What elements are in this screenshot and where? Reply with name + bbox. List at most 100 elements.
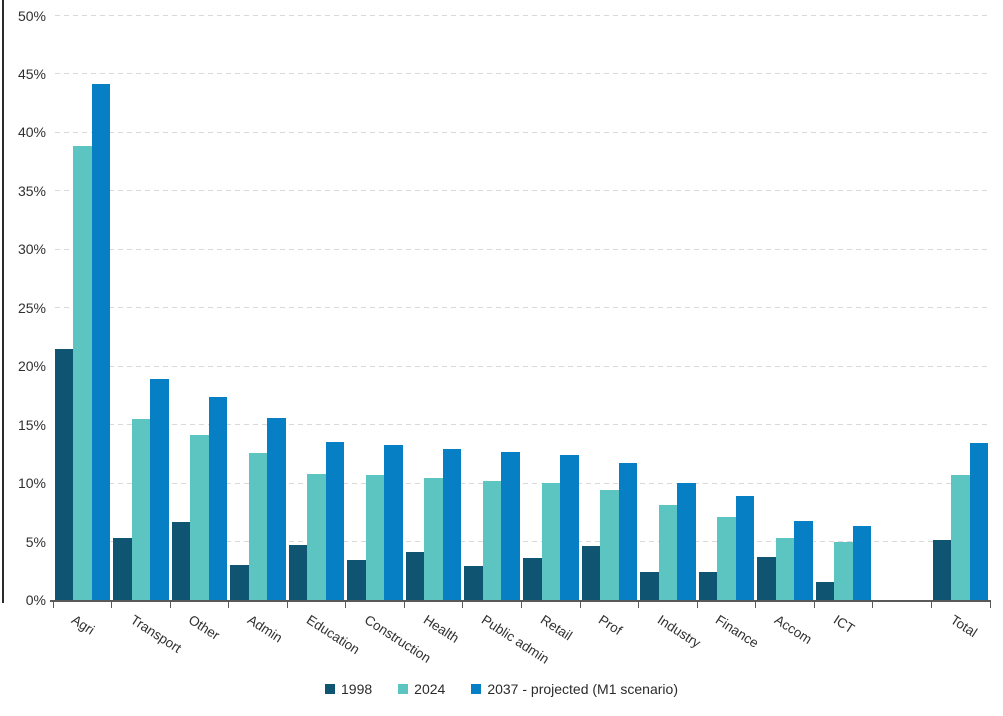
legend-item-1998: 1998: [325, 681, 372, 697]
bar-2024-accom: [775, 538, 795, 600]
bar-1998-accom: [757, 556, 776, 600]
y-tick-label-45: 45%: [17, 65, 46, 82]
bar-2024-prof: [600, 490, 619, 600]
x-category-label-transport: Transport: [127, 612, 184, 656]
bar-1998-industry: [640, 571, 659, 600]
bar-2037-other: [208, 396, 228, 600]
bar-2024-agri: [73, 146, 92, 600]
x-category-label-retail: Retail: [537, 612, 575, 644]
bar-2037-agri: [91, 84, 111, 600]
y-tick-label-15: 15%: [17, 416, 46, 433]
gridline-15: [55, 424, 990, 426]
x-category-label-total: Total: [947, 612, 980, 641]
bar-2037-finance: [735, 495, 755, 600]
bar-2037-education: [325, 442, 345, 600]
x-category-label-finance: Finance: [713, 612, 762, 651]
bar-1998-prof: [581, 546, 601, 600]
legend-swatch-icon: [471, 684, 482, 694]
y-tick-label-30: 30%: [17, 241, 46, 258]
gridline-5: [55, 541, 990, 543]
bar-1998-education: [288, 545, 308, 600]
x-tick-mark-6: [403, 602, 405, 608]
bar-1998-total: [932, 540, 952, 600]
bar-1998-ict: [815, 582, 835, 600]
x-tick-mark-5: [345, 602, 347, 608]
x-category-label-accom: Accom: [771, 612, 815, 648]
x-category-label-admin: Admin: [244, 612, 286, 646]
y-tick-label-35: 35%: [17, 182, 46, 199]
bar-2037-public-admin: [501, 451, 520, 600]
x-category-label-other: Other: [186, 612, 223, 643]
bar-2037-accom: [794, 520, 813, 600]
gridline-10: [55, 482, 990, 484]
gridline-35: [55, 190, 990, 192]
legend-item-2037: 2037 - projected (M1 scenario): [471, 681, 678, 697]
gridline-50: [55, 15, 990, 16]
y-tick-label-0: 0%: [25, 592, 46, 608]
y-tick-label-10: 10%: [17, 475, 46, 492]
y-tick-label-50: 50%: [17, 7, 46, 24]
legend-item-2024: 2024: [398, 681, 445, 697]
bar-1998-agri: [54, 348, 74, 600]
x-category-label-ict: ICT: [830, 612, 857, 637]
y-tick-label-25: 25%: [17, 299, 46, 316]
gridline-20: [55, 365, 990, 367]
bar-1998-other: [171, 521, 191, 600]
x-tick-mark-1: [111, 602, 113, 608]
x-category-label-health: Health: [420, 612, 462, 646]
bar-2024-total: [951, 474, 970, 600]
legend: 1998 2024 2037 - projected (M1 scenario): [0, 681, 1003, 697]
x-tick-mark-12: [755, 602, 757, 608]
legend-label: 2024: [414, 681, 446, 697]
bar-1998-retail: [523, 557, 542, 600]
gridline-45: [55, 73, 990, 75]
bar-1998-admin: [230, 564, 249, 600]
bar-2037-construction: [384, 444, 403, 600]
bar-2024-public-admin: [482, 480, 502, 600]
bar-2037-ict: [852, 526, 872, 600]
gridline-25: [55, 307, 990, 309]
bar-1998-finance: [698, 571, 718, 600]
bar-2024-retail: [541, 483, 561, 600]
bar-1998-public-admin: [464, 566, 483, 600]
bar-2037-total: [969, 443, 989, 600]
bar-1998-health: [405, 552, 425, 600]
bar-2024-industry: [658, 505, 678, 600]
x-tick-mark-3: [228, 602, 230, 608]
x-tick-mark-10: [638, 602, 640, 608]
bar-2024-transport: [131, 418, 151, 600]
bar-2037-prof: [618, 463, 638, 600]
y-tick-label-40: 40%: [17, 124, 46, 141]
bar-2024-other: [190, 435, 209, 600]
x-tick-mark-15: [930, 602, 932, 608]
x-category-label-agri: Agri: [69, 612, 98, 638]
bar-2037-admin: [267, 417, 286, 600]
x-tick-mark-11: [696, 602, 698, 608]
x-tick-mark-0: [52, 602, 54, 608]
x-category-label-prof: Prof: [596, 612, 626, 639]
x-tick-mark-14: [872, 602, 874, 608]
gridline-40: [55, 131, 990, 133]
y-axis-line: [2, 0, 4, 603]
legend-label: 1998: [341, 681, 373, 697]
bar-2037-transport: [150, 379, 169, 600]
x-tick-mark-7: [462, 602, 464, 608]
bar-2037-retail: [560, 455, 579, 600]
gridline-30: [55, 248, 990, 250]
x-tick-mark-9: [579, 602, 581, 608]
bar-2024-admin: [248, 452, 268, 600]
x-tick-mark-2: [169, 602, 171, 608]
legend-swatch-icon: [325, 684, 336, 694]
x-tick-mark-8: [521, 602, 522, 608]
bar-2024-ict: [834, 541, 853, 600]
bar-2024-finance: [717, 517, 736, 600]
x-tick-mark-4: [286, 602, 288, 608]
bar-2024-health: [424, 478, 443, 600]
x-tick-mark-13: [813, 602, 815, 608]
bar-2037-industry: [677, 483, 696, 600]
y-tick-label-20: 20%: [17, 358, 46, 375]
x-category-label-industry: Industry: [654, 612, 704, 651]
bar-1998-transport: [113, 538, 132, 600]
legend-label: 2037 - projected (M1 scenario): [487, 681, 678, 697]
x-tick-mark-16: [989, 602, 991, 608]
